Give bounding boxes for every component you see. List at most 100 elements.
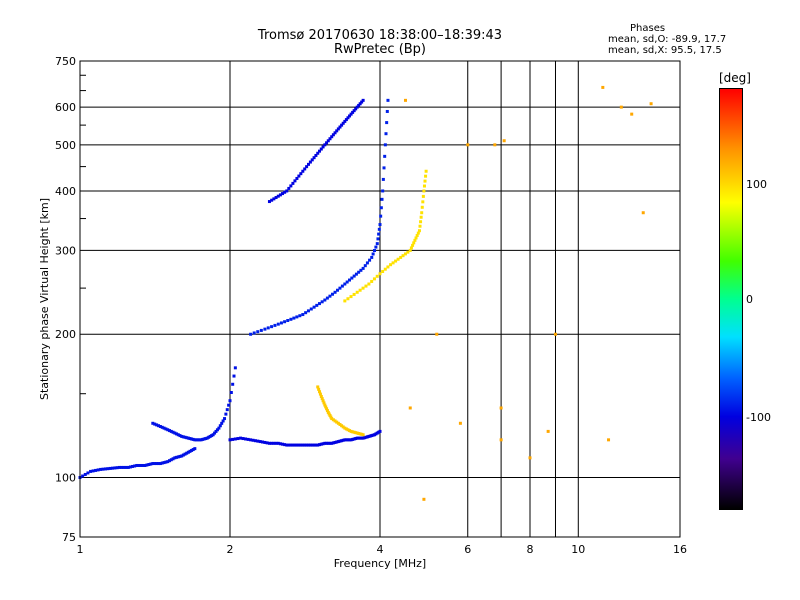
data-point: [301, 313, 305, 317]
x-tick-6: 6: [464, 543, 471, 556]
y-axis-label: Stationary phase Virtual Height [km]: [38, 198, 51, 400]
data-point: [81, 474, 85, 478]
data-point: [370, 279, 374, 283]
data-point: [630, 112, 634, 116]
data-point: [188, 449, 192, 453]
data-point: [272, 197, 276, 201]
data-point: [122, 465, 126, 469]
data-point: [408, 406, 412, 410]
data-point: [361, 286, 365, 290]
data-point: [151, 421, 155, 425]
data-point: [133, 464, 137, 468]
data-point: [191, 448, 195, 452]
data-point: [273, 323, 277, 327]
data-point: [327, 412, 331, 416]
data-point: [83, 472, 87, 476]
data-point: [155, 462, 159, 466]
data-point: [641, 211, 645, 215]
data-point: [261, 440, 265, 444]
data-point: [346, 428, 350, 432]
data-point: [415, 234, 419, 238]
data-point: [348, 278, 352, 282]
data-point: [160, 425, 164, 429]
data-point: [352, 274, 356, 278]
data-point: [113, 466, 117, 470]
colorbar-tick-100: 100: [746, 178, 767, 191]
data-point: [186, 450, 190, 454]
data-point: [403, 252, 407, 256]
data-point: [421, 194, 425, 198]
stats-header: Phases: [630, 23, 666, 34]
data-point: [325, 407, 329, 411]
data-point: [289, 443, 293, 447]
data-point: [321, 399, 325, 403]
data-point: [292, 316, 296, 320]
data-point: [211, 433, 215, 437]
data-point: [185, 436, 189, 440]
chart-subtitle: RwPretec (Bp): [333, 42, 427, 57]
data-point: [173, 431, 177, 435]
data-point: [301, 443, 305, 447]
data-point: [99, 467, 103, 471]
data-point: [325, 296, 329, 300]
data-point: [357, 103, 361, 107]
data-point: [308, 160, 312, 164]
data-point: [312, 305, 316, 309]
y-tick-600: 600: [55, 101, 76, 114]
data-point: [267, 441, 271, 445]
data-point: [421, 200, 425, 204]
data-point: [190, 437, 194, 441]
data-point: [361, 266, 365, 270]
data-point: [319, 394, 323, 398]
x-tick-4: 4: [377, 543, 384, 556]
y-tick-300: 300: [55, 244, 76, 257]
data-point: [316, 443, 320, 447]
data-point: [424, 174, 428, 178]
data-point: [270, 325, 274, 329]
data-point: [157, 424, 161, 428]
data-point: [330, 417, 334, 421]
data-point: [333, 290, 337, 294]
data-point: [180, 454, 184, 458]
data-point: [171, 430, 175, 434]
data-point: [320, 397, 324, 401]
x-tick-8: 8: [527, 543, 534, 556]
data-point: [274, 196, 278, 200]
data-point: [338, 286, 342, 290]
data-point: [391, 261, 395, 265]
data-point: [194, 438, 198, 442]
data-point: [348, 438, 352, 442]
data-point: [162, 426, 166, 430]
data-point: [619, 105, 623, 109]
data-point: [344, 118, 348, 122]
data-point: [401, 254, 405, 258]
data-point: [343, 282, 347, 286]
data-point: [253, 439, 257, 443]
data-point: [352, 437, 356, 441]
colorbar: [719, 88, 743, 510]
data-point: [202, 437, 206, 441]
data-point: [256, 439, 260, 443]
data-point: [128, 465, 132, 469]
data-point: [336, 421, 340, 425]
data-point: [169, 458, 173, 462]
data-point: [228, 438, 232, 442]
data-point: [383, 154, 387, 158]
data-point: [297, 443, 301, 447]
data-point: [331, 292, 335, 296]
data-point: [341, 121, 345, 125]
series-5: [267, 98, 365, 204]
y-tick-400: 400: [55, 185, 76, 198]
data-point: [349, 112, 353, 116]
data-point: [297, 174, 301, 178]
data-point: [293, 443, 297, 447]
data-point: [499, 406, 503, 410]
data-point: [321, 442, 325, 446]
data-point: [370, 255, 374, 259]
data-point: [352, 109, 356, 113]
data-point: [333, 419, 337, 423]
data-point: [357, 270, 361, 274]
data-point: [196, 438, 200, 442]
data-point: [335, 129, 339, 133]
data-point: [381, 269, 385, 273]
